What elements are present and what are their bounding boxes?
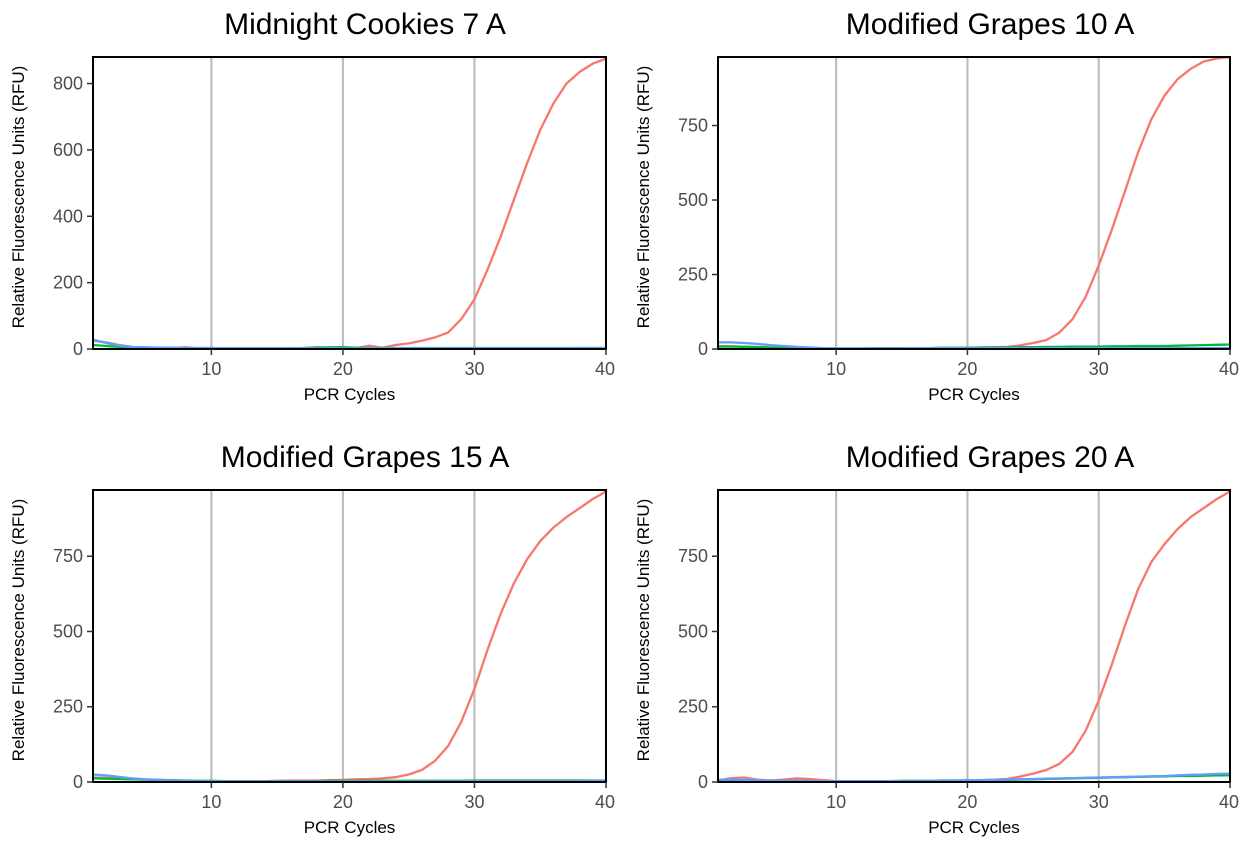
x-tick-label: 10 (201, 792, 221, 812)
series-line-1 (718, 57, 1230, 349)
x-tick-label: 30 (1089, 792, 1109, 812)
x-axis-title: PCR Cycles (304, 385, 396, 404)
x-axis-title: PCR Cycles (928, 385, 1020, 404)
y-tick-label: 250 (678, 697, 708, 717)
y-tick-label: 0 (698, 772, 708, 792)
y-tick-label: 750 (678, 546, 708, 566)
y-axis-title: Relative Fluorescence Units (RFU) (634, 499, 653, 762)
y-tick-label: 600 (53, 140, 83, 160)
series-line-1 (718, 492, 1230, 782)
x-tick-label: 30 (1089, 359, 1109, 379)
x-tick-label: 30 (464, 792, 484, 812)
panel-frame (718, 490, 1230, 782)
chart-title: Modified Grapes 15 A (221, 441, 510, 474)
y-axis-title: Relative Fluorescence Units (RFU) (634, 66, 653, 329)
y-tick-label: 250 (678, 265, 708, 285)
y-axis-title: Relative Fluorescence Units (RFU) (9, 66, 28, 329)
chart-title: Modified Grapes 10 A (846, 8, 1135, 41)
y-tick-label: 0 (698, 339, 708, 359)
chart-panel-2: Modified Grapes 10 A 10 20 30 40 0 250 500 750 PC… (634, 8, 1239, 404)
x-axis-title: PCR Cycles (304, 818, 396, 837)
chart-title: Midnight Cookies 7 A (224, 8, 506, 41)
chart-panel-3: Modified Grapes 15 A 10 20 30 40 0 250 500 750 PC… (9, 441, 615, 837)
x-axis-title: PCR Cycles (928, 818, 1020, 837)
x-tick-label: 20 (957, 359, 977, 379)
y-tick-label: 0 (73, 772, 83, 792)
y-axis-title: Relative Fluorescence Units (RFU) (9, 499, 28, 762)
x-tick-label: 10 (201, 359, 221, 379)
chart-panel-4: Modified Grapes 20 A 10 20 30 40 0 250 500 750 PC… (634, 441, 1239, 837)
x-tick-label: 20 (333, 359, 353, 379)
series-line-3 (93, 775, 606, 782)
y-tick-label: 0 (73, 339, 83, 359)
y-tick-label: 200 (53, 273, 83, 293)
y-tick-label: 750 (53, 546, 83, 566)
y-tick-label: 250 (53, 697, 83, 717)
x-tick-label: 20 (957, 792, 977, 812)
x-tick-label: 40 (595, 792, 615, 812)
series-line-3 (718, 774, 1230, 782)
series-line-1 (93, 59, 606, 349)
x-tick-label: 40 (595, 359, 615, 379)
y-tick-label: 500 (678, 621, 708, 641)
x-tick-label: 40 (1219, 792, 1239, 812)
x-tick-label: 40 (1219, 359, 1239, 379)
y-tick-label: 500 (678, 190, 708, 210)
panel-frame (93, 57, 606, 349)
y-tick-label: 800 (53, 74, 83, 94)
chart-panel-1: Midnight Cookies 7 A10 20 30 40020040060080… (9, 8, 615, 404)
y-tick-label: 400 (53, 206, 83, 226)
panel-frame (93, 490, 606, 782)
y-tick-label: 500 (53, 621, 83, 641)
panel-frame (718, 57, 1230, 349)
x-tick-label: 10 (826, 359, 846, 379)
y-tick-label: 750 (678, 116, 708, 136)
x-tick-label: 10 (826, 792, 846, 812)
chart-title: Modified Grapes 20 A (846, 441, 1135, 474)
series-line-1 (93, 492, 606, 782)
x-tick-label: 20 (333, 792, 353, 812)
x-tick-label: 30 (464, 359, 484, 379)
